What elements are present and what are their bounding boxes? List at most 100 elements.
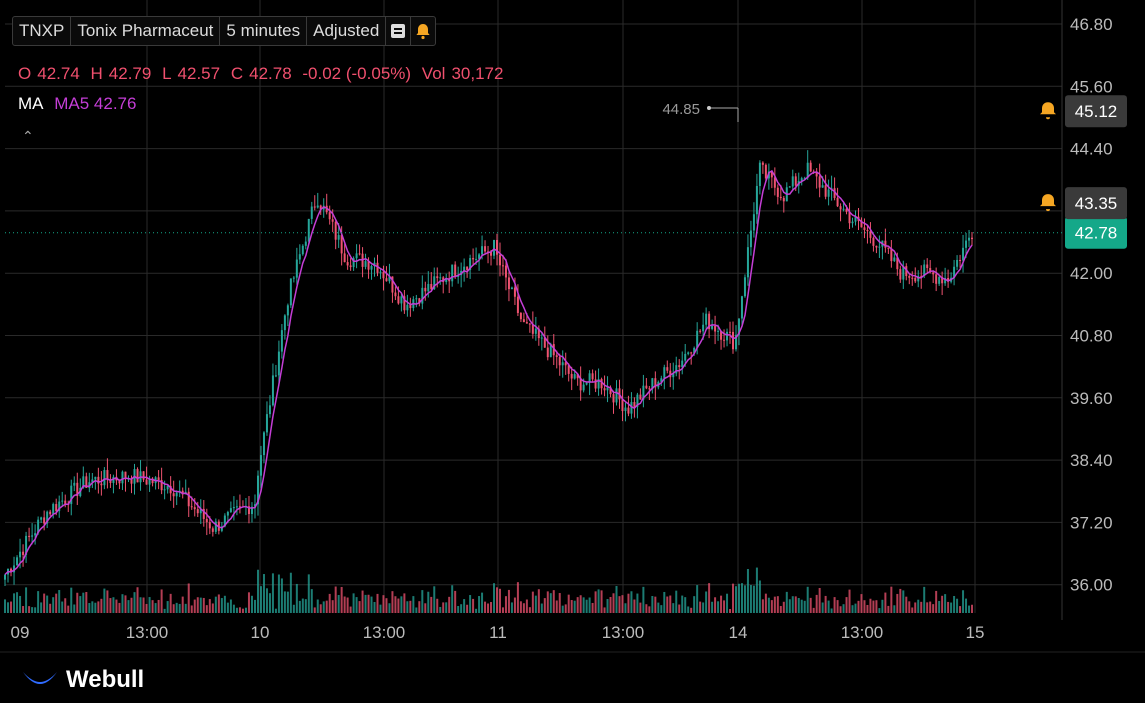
volume-bar bbox=[504, 596, 507, 613]
volume-bar bbox=[654, 596, 657, 613]
volume-bar bbox=[169, 593, 172, 613]
candle-body bbox=[130, 478, 133, 484]
candle-body bbox=[513, 287, 516, 297]
volume-bar bbox=[40, 602, 43, 613]
candle-body bbox=[208, 522, 211, 529]
high-value: 42.79 bbox=[108, 64, 152, 83]
volume-bar bbox=[247, 592, 250, 613]
candle-body bbox=[567, 365, 570, 374]
low-value: 42.57 bbox=[177, 64, 221, 83]
volume-bar bbox=[307, 574, 310, 613]
volume-bar bbox=[79, 596, 82, 613]
candle-body bbox=[699, 330, 702, 332]
volume-bar bbox=[546, 591, 549, 613]
interval-selector[interactable]: 5 minutes bbox=[220, 17, 308, 45]
alert-price-badge[interactable] bbox=[1065, 95, 1127, 128]
volume-bar bbox=[812, 607, 815, 613]
candle-body bbox=[543, 337, 546, 348]
volume-bar bbox=[403, 593, 406, 613]
candle-body bbox=[466, 266, 469, 270]
volume-bar bbox=[669, 595, 672, 613]
volume-bar bbox=[262, 574, 265, 613]
adjustment-selector[interactable]: Adjusted bbox=[307, 17, 387, 45]
candle-body bbox=[151, 478, 154, 484]
ma5-line bbox=[4, 169, 973, 576]
candle-body bbox=[576, 374, 579, 379]
chevron-up-icon[interactable]: ⌃ bbox=[22, 128, 34, 144]
candle-body bbox=[723, 339, 726, 341]
volume-bar bbox=[115, 599, 118, 613]
high-marker-dot bbox=[707, 106, 711, 110]
volume-bar bbox=[633, 599, 636, 613]
candle-body bbox=[603, 388, 606, 391]
candle-body bbox=[821, 185, 824, 188]
candle-body bbox=[82, 476, 85, 488]
candle-body bbox=[510, 287, 513, 290]
bell-icon[interactable] bbox=[1040, 194, 1056, 212]
candle-body bbox=[528, 323, 531, 325]
volume-bar bbox=[7, 602, 10, 613]
candle-body bbox=[866, 229, 869, 232]
volume-bar bbox=[737, 583, 740, 613]
y-tick-label: 36.00 bbox=[1070, 576, 1113, 595]
candle-body bbox=[549, 344, 552, 358]
volume-bar bbox=[938, 600, 941, 613]
bell-icon[interactable] bbox=[411, 17, 435, 45]
candle-body bbox=[229, 508, 232, 513]
candle-body bbox=[457, 275, 460, 277]
candle-body bbox=[851, 221, 854, 224]
close-label: C bbox=[230, 64, 244, 83]
volume-bar bbox=[157, 599, 160, 613]
candle-body bbox=[764, 164, 767, 179]
candle-body bbox=[839, 206, 842, 210]
document-icon[interactable] bbox=[386, 17, 412, 45]
candle-body bbox=[737, 318, 740, 335]
instrument-name[interactable]: Tonix Pharmaceut bbox=[71, 17, 221, 45]
candle-body bbox=[409, 304, 412, 309]
volume-bar bbox=[205, 605, 208, 613]
volume-bar bbox=[31, 607, 34, 613]
candle-body bbox=[914, 277, 917, 282]
volume-bar bbox=[280, 578, 283, 613]
volume-bar bbox=[699, 601, 702, 613]
webull-logo-icon bbox=[23, 672, 57, 684]
x-tick-label: 15 bbox=[966, 623, 985, 642]
bell-icon[interactable] bbox=[1040, 102, 1056, 120]
volume-bar bbox=[310, 589, 313, 613]
volume-bar bbox=[46, 595, 49, 613]
candle-body bbox=[854, 216, 857, 222]
candle-body bbox=[696, 330, 699, 348]
volume-bar bbox=[582, 597, 585, 613]
candle-body bbox=[37, 519, 40, 534]
ma-legend[interactable]: MA MA5 42.76 bbox=[18, 94, 136, 114]
volume-value: 30,172 bbox=[451, 64, 504, 83]
volume-bar bbox=[729, 609, 732, 613]
candle-body bbox=[633, 402, 636, 407]
candle-body bbox=[157, 477, 160, 481]
volume-bar bbox=[199, 597, 202, 613]
candle-body bbox=[310, 206, 313, 219]
volume-bar bbox=[484, 601, 487, 613]
candle-body bbox=[690, 352, 693, 354]
volume-bar bbox=[298, 600, 301, 613]
candle-body bbox=[427, 283, 430, 292]
symbol-selector[interactable]: TNXP bbox=[13, 17, 72, 45]
volume-bar bbox=[732, 583, 735, 613]
candle-body bbox=[842, 208, 845, 210]
volume-bar bbox=[43, 593, 46, 613]
candle-body bbox=[268, 405, 271, 415]
volume-bar bbox=[487, 603, 490, 613]
volume-bar bbox=[340, 586, 343, 613]
candle-body bbox=[331, 219, 334, 222]
candle-body bbox=[265, 414, 268, 433]
alert-price-label: 43.35 bbox=[1075, 194, 1118, 213]
volume-bar bbox=[355, 597, 358, 613]
candle-body bbox=[13, 565, 16, 573]
webull-logo: Webull bbox=[22, 666, 144, 694]
candle-body bbox=[190, 506, 193, 508]
candle-body bbox=[316, 205, 319, 208]
volume-bar bbox=[286, 591, 289, 613]
volume-bar bbox=[770, 600, 773, 613]
alert-price-badge[interactable] bbox=[1065, 187, 1127, 220]
